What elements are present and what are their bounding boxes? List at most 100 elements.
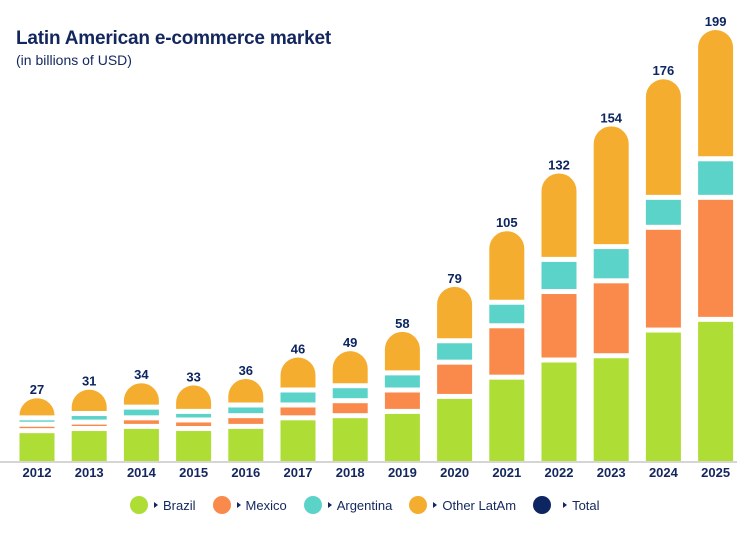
bar-segment-argentina <box>489 304 525 324</box>
bar-segment-argentina <box>698 161 734 195</box>
triangle-marker-icon <box>433 502 438 508</box>
legend-swatch <box>130 496 148 514</box>
total-data-label: 49 <box>343 335 357 350</box>
legend-swatch <box>303 496 322 514</box>
bar-segment-mexico <box>228 418 264 424</box>
bar-segment-brazil <box>645 332 681 461</box>
bar-segment-argentina <box>19 420 55 422</box>
legend-item-brazil[interactable]: Brazil <box>130 496 196 514</box>
x-tick-label: 2012 <box>23 465 52 480</box>
legend-label: Mexico <box>245 497 287 513</box>
x-tick-label: 2024 <box>649 465 679 480</box>
bar-segment-brazil <box>437 398 473 461</box>
bar-segment-argentina <box>645 199 681 225</box>
bar-segment-brazil <box>280 420 316 461</box>
triangle-marker-icon <box>327 502 332 508</box>
bar-segment-other-latam <box>698 29 734 157</box>
bar-segment-argentina <box>176 413 212 418</box>
bar-segment-mexico <box>123 420 159 424</box>
bar-segment-brazil <box>123 428 159 461</box>
legend-item-mexico[interactable]: Mexico <box>212 496 287 514</box>
bar-segment-brazil <box>71 431 107 461</box>
bar-segment-mexico <box>332 403 368 414</box>
x-tick-label: 2019 <box>388 465 417 480</box>
legend-swatch <box>409 496 428 514</box>
legend-label: Argentina <box>336 497 393 513</box>
bar-segment-brazil <box>698 321 734 461</box>
bar-segment-mexico <box>437 364 473 394</box>
bar-segment-brazil <box>19 433 55 461</box>
x-tick-label: 2017 <box>284 465 313 480</box>
bar-segment-argentina <box>228 407 264 414</box>
x-tick-label: 2025 <box>701 465 730 480</box>
bar-segment-brazil <box>541 362 577 461</box>
total-data-label: 79 <box>447 271 461 286</box>
bar-segment-other-latam <box>437 286 473 339</box>
total-data-label: 46 <box>291 342 305 357</box>
bar-segment-other-latam <box>228 378 264 403</box>
bar-segment-mexico <box>176 422 212 427</box>
legend-item-total[interactable]: Total <box>533 496 600 514</box>
bar-segment-other-latam <box>489 231 525 300</box>
bar-segment-argentina <box>71 416 107 420</box>
total-data-label: 199 <box>705 14 727 29</box>
bar-segment-mexico <box>541 294 577 358</box>
x-tick-label: 2014 <box>127 465 157 480</box>
legend-label: Brazil <box>163 497 196 513</box>
triangle-marker-icon <box>236 502 241 508</box>
x-tick-label: 2013 <box>75 465 104 480</box>
bar-segment-argentina <box>437 343 473 360</box>
bar-segment-brazil <box>489 379 525 461</box>
bar-segment-brazil <box>228 428 264 461</box>
bar-segment-argentina <box>541 261 577 290</box>
legend-item-argentina[interactable]: Argentina <box>303 496 393 514</box>
x-tick-label: 2018 <box>336 465 365 480</box>
chart-title: Latin American e-commerce market <box>16 28 331 49</box>
bar-segment-brazil <box>176 431 212 461</box>
bar-segment-brazil <box>384 413 420 461</box>
legend-label: Other LatAm <box>442 497 517 513</box>
triangle-marker-icon <box>154 502 158 508</box>
total-data-label: 105 <box>496 215 518 230</box>
triangle-marker-icon <box>563 502 568 508</box>
bar-segment-other-latam <box>280 357 316 388</box>
bar-segment-mexico <box>489 328 525 375</box>
total-data-label: 132 <box>548 157 570 172</box>
bar-segment-other-latam <box>71 389 107 412</box>
bar-segment-mexico <box>645 229 681 328</box>
total-data-label: 58 <box>395 316 409 331</box>
bar-segment-other-latam <box>19 398 55 416</box>
bar-segment-mexico <box>280 407 316 416</box>
x-tick-label: 2020 <box>440 465 469 480</box>
bar-segment-other-latam <box>332 351 368 384</box>
total-data-label: 36 <box>239 363 253 378</box>
legend-item-other-latam[interactable]: Other LatAm <box>409 496 516 514</box>
total-data-label: 176 <box>653 63 675 78</box>
chart-subtitle: (in billions of USD) <box>16 52 132 68</box>
bar-segment-argentina <box>123 409 159 416</box>
legend-swatch <box>212 496 231 514</box>
bar-segment-argentina <box>384 375 420 388</box>
stacked-bar-chart: 27 2012 31 2013 34 2014 33 2015 36 2016 46 2017 49 20… <box>0 14 737 480</box>
x-tick-label: 2016 <box>231 465 260 480</box>
bar-segment-mexico <box>698 199 734 317</box>
x-tick-label: 2023 <box>597 465 626 480</box>
legend-label: Total <box>572 497 600 513</box>
bar-segment-argentina <box>332 388 368 399</box>
bar-segment-brazil <box>332 418 368 461</box>
x-tick-label: 2015 <box>179 465 208 480</box>
x-tick-label: 2021 <box>492 465 521 480</box>
bar-segment-mexico <box>384 392 420 409</box>
bar-segment-mexico <box>19 426 55 429</box>
bar-segment-brazil <box>593 358 629 461</box>
bar-segment-other-latam <box>176 385 212 409</box>
total-data-label: 31 <box>82 374 96 389</box>
bar-segment-other-latam <box>541 173 577 257</box>
bar-segment-other-latam <box>384 331 420 371</box>
total-data-label: 154 <box>600 110 622 125</box>
legend-swatch <box>533 496 552 514</box>
total-data-label: 33 <box>186 369 200 384</box>
total-data-label: 34 <box>134 367 149 382</box>
bar-segment-mexico <box>593 283 629 354</box>
bar-segment-other-latam <box>593 126 629 245</box>
